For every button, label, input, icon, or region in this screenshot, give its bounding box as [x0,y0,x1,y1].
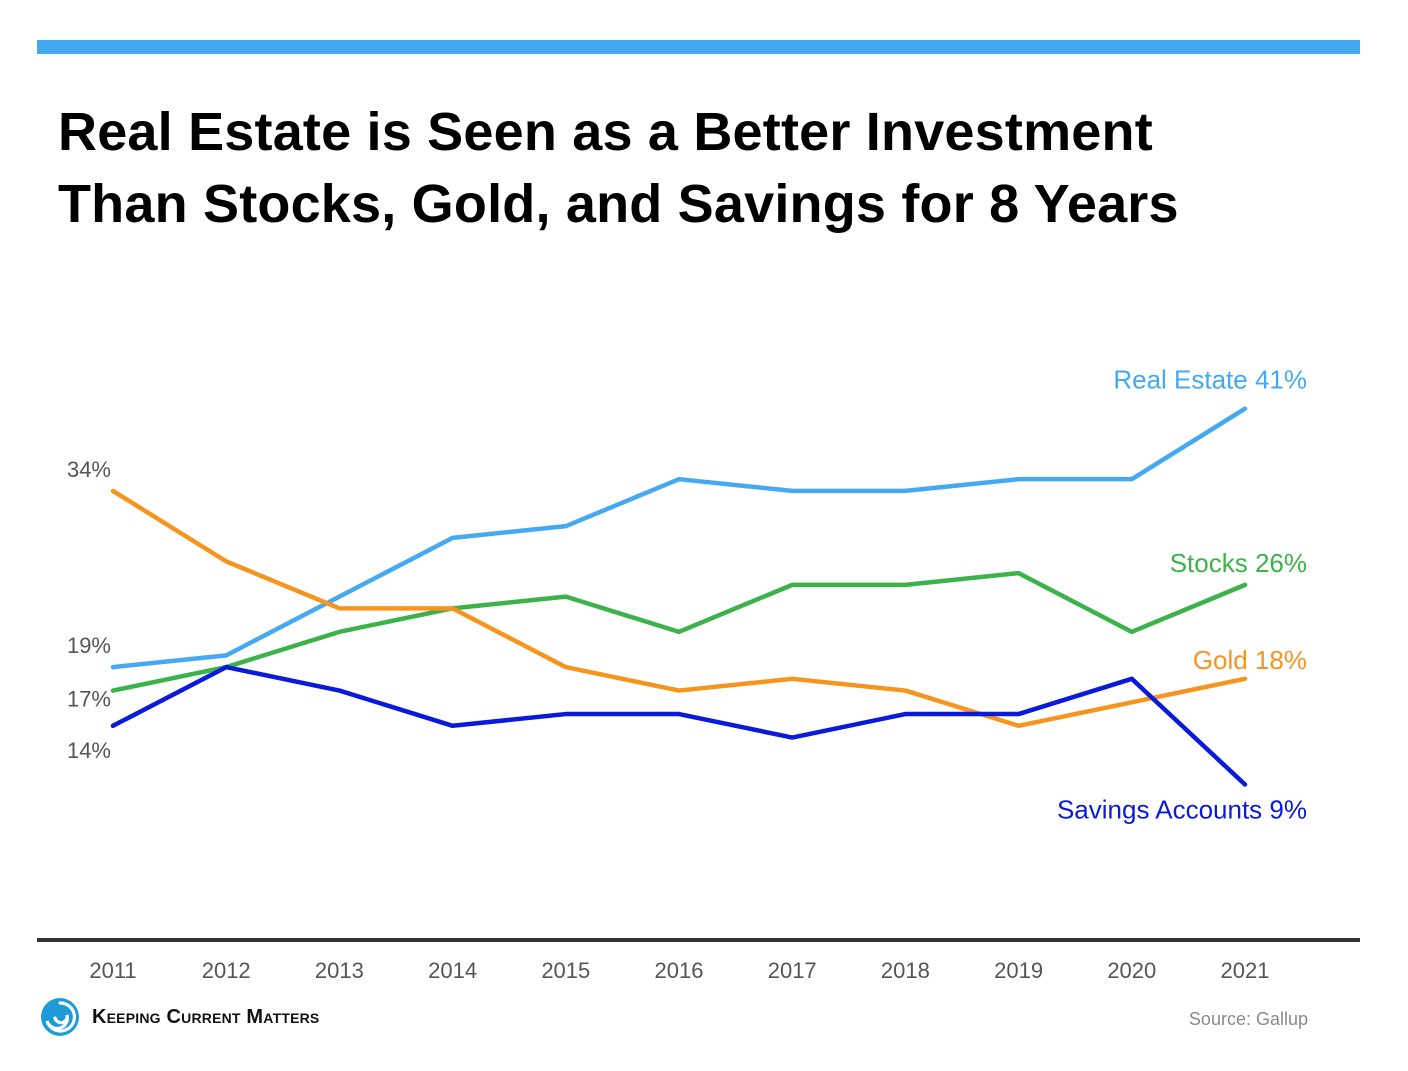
title-line-1: Real Estate is Seen as a Better Investme… [58,102,1153,162]
x-tick-label: 2020 [1107,958,1156,983]
chart-title: Real Estate is Seen as a Better Investme… [58,96,1179,240]
x-tick-label: 2019 [994,958,1043,983]
x-tick-label: 2013 [315,958,364,983]
end-label-savings-accounts: Savings Accounts 9% [1057,795,1307,825]
start-value-label: 34% [67,457,111,482]
x-tick-label: 2012 [202,958,251,983]
x-tick-label: 2011 [89,958,136,983]
start-value-label: 19% [67,633,111,658]
x-tick-label: 2018 [881,958,930,983]
end-label-stocks: Stocks 26% [1170,548,1307,578]
swirl-logo-icon [41,998,79,1036]
series-line-real-estate [110,406,1248,670]
x-tick-label: 2016 [655,958,704,983]
end-label-real-estate: Real Estate 41% [1113,365,1307,395]
series-line-stocks [110,570,1248,693]
series-line-savings-accounts [110,664,1248,787]
x-tick-label: 2017 [768,958,817,983]
brand-name: Keeping Current Matters [92,1005,320,1028]
top-accent-bar [37,40,1360,54]
start-value-label: 14% [67,738,111,763]
source-note: Source: Gallup [1188,1009,1308,1029]
brand-logo: Keeping Current Matters [40,997,319,1037]
series-line-gold [110,488,1248,729]
x-tick-label: 2021 [1221,958,1270,983]
x-tick-label: 2015 [541,958,590,983]
x-tick-label: 2014 [428,958,477,983]
end-label-gold: Gold 18% [1193,645,1307,675]
start-value-label: 17% [67,687,111,712]
title-line-2: Than Stocks, Gold, and Savings for 8 Yea… [58,174,1179,234]
